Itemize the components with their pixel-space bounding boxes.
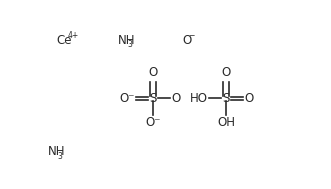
Text: O: O <box>148 67 158 79</box>
Text: O: O <box>182 34 192 47</box>
Text: 3: 3 <box>127 40 132 49</box>
Text: −: − <box>189 31 195 40</box>
Text: NH: NH <box>48 145 65 158</box>
Text: HO: HO <box>190 92 208 105</box>
Text: O: O <box>244 92 253 105</box>
Text: NH: NH <box>118 34 136 47</box>
Text: 3: 3 <box>57 152 62 161</box>
Text: O: O <box>171 92 180 105</box>
Text: S: S <box>222 92 230 105</box>
Text: O⁻: O⁻ <box>119 92 135 105</box>
Text: S: S <box>149 92 157 105</box>
Text: 4+: 4+ <box>68 31 79 40</box>
Text: Ce: Ce <box>57 34 72 47</box>
Text: O: O <box>221 67 231 79</box>
Text: OH: OH <box>217 116 235 129</box>
Text: O⁻: O⁻ <box>145 116 161 129</box>
